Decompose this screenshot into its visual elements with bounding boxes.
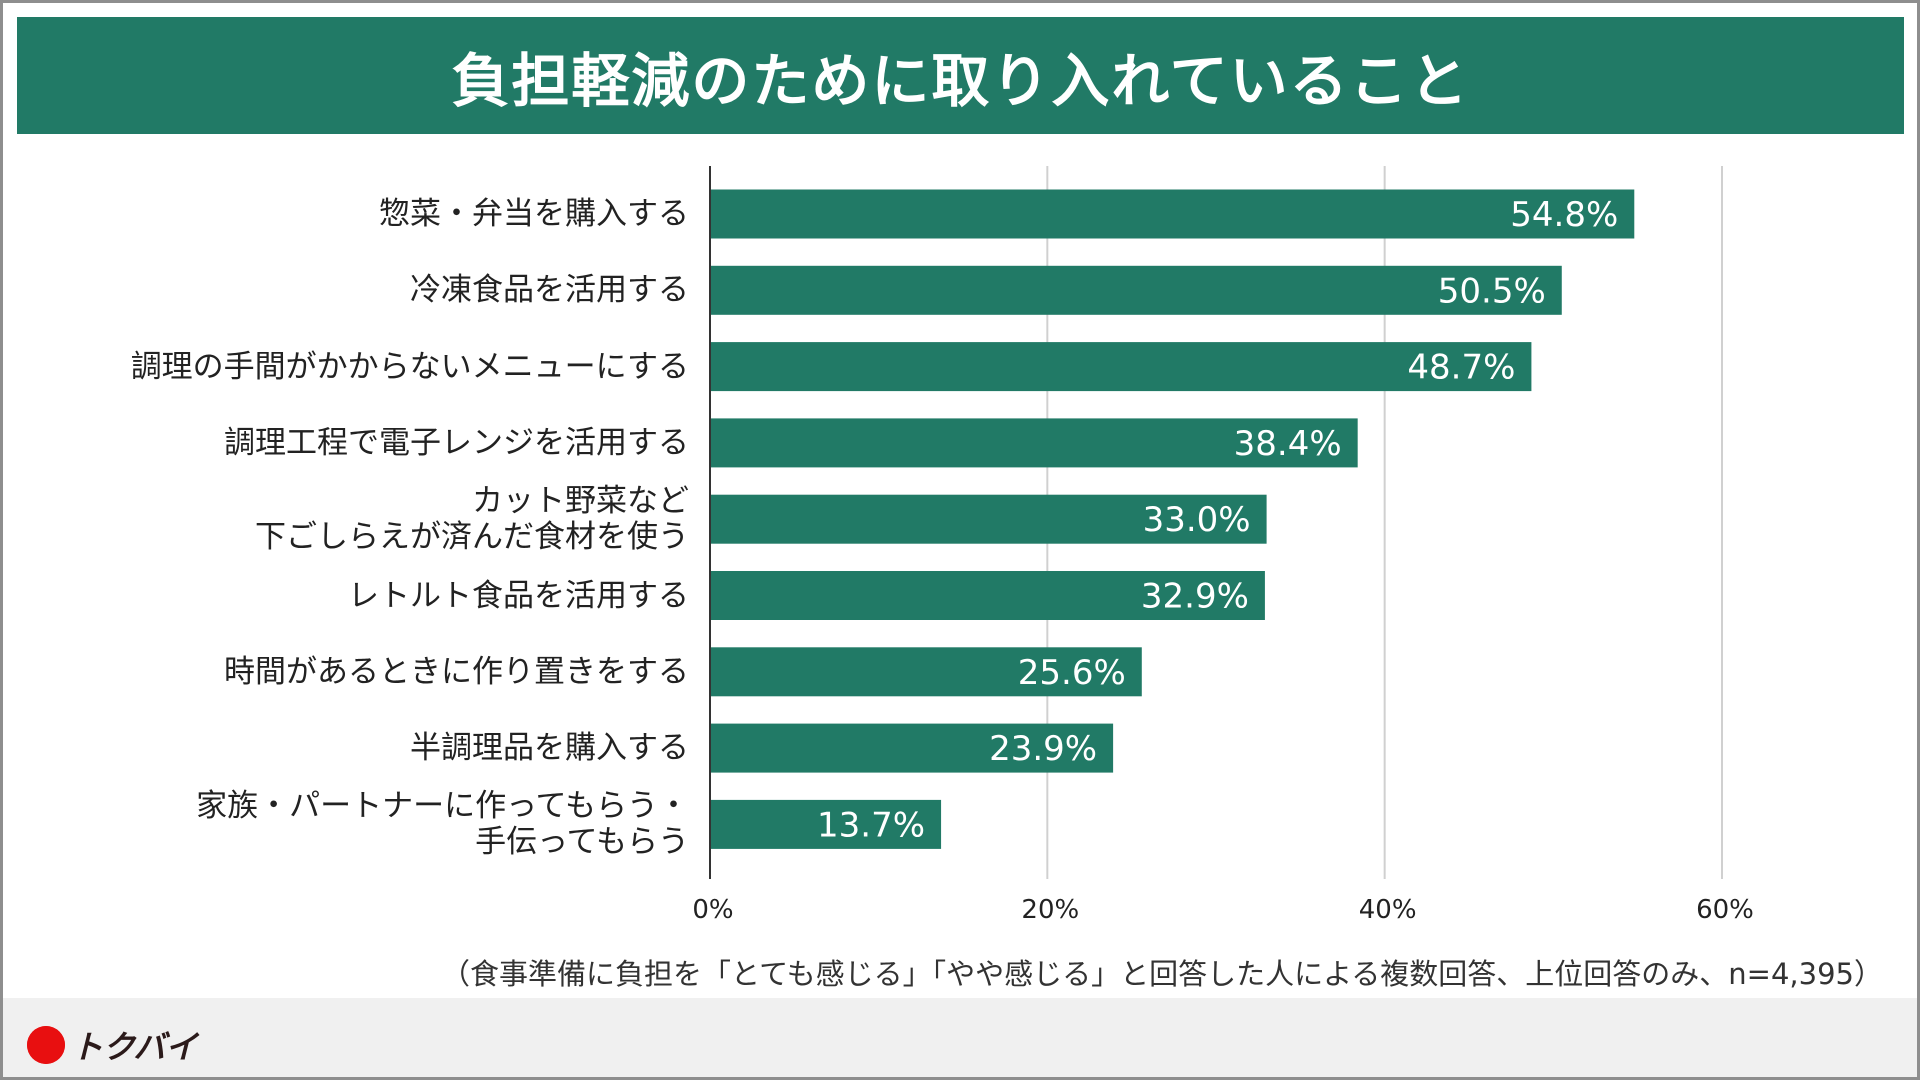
slide: 負担軽減のために取り入れていること 54.8% 50.5% 48.7% 38.4% 33… [3, 3, 1917, 1077]
bar-value-label: 50.5% [1438, 271, 1546, 311]
bar-value-label: 48.7% [1407, 348, 1515, 388]
category-label: 調理の手間がかからないメニューにする [130, 348, 689, 385]
category-label: カット野菜など 下ごしらえが済んだ食材を使う [255, 483, 689, 556]
x-tick-label: 20% [1021, 895, 1080, 925]
bar [710, 418, 1358, 468]
bar-value-label: 32.9% [1141, 577, 1249, 617]
brand-logo: トクバイ [27, 1022, 197, 1068]
bar [710, 571, 1265, 620]
x-tick-label: 0% [692, 895, 734, 925]
bar [710, 189, 1635, 239]
logo-text: トクバイ [71, 1028, 198, 1066]
bar [710, 494, 1267, 544]
bar-value-label: 23.9% [989, 729, 1097, 769]
x-tick-label: 40% [1358, 895, 1417, 925]
bar-value-label: 13.7% [817, 805, 925, 845]
bar-value-label: 25.6% [1018, 653, 1126, 693]
bar [710, 342, 1532, 392]
bar-value-label: 54.8% [1510, 195, 1618, 235]
bar [710, 647, 1142, 697]
bar [710, 723, 1114, 773]
category-label: 冷凍食品を活用する [410, 272, 689, 309]
category-label: 調理工程で電子レンジを活用する [224, 424, 689, 461]
logo-sun-icon [27, 1026, 65, 1064]
category-label: 時間があるときに作り置きをする [224, 653, 689, 690]
bar [710, 799, 942, 849]
footnote: （食事準備に負担を「とても感じる」「やや感じる」と回答した人による複数回答、上位… [440, 957, 1883, 991]
category-label: 半調理品を購入する [410, 730, 689, 767]
x-tick-label: 60% [1696, 895, 1754, 925]
chart-title: 負担軽減のために取り入れていること [17, 17, 1904, 134]
bar-chart: 54.8% 50.5% 48.7% 38.4% 33.0% 32.9% 25.6% 23.9%… [709, 166, 1723, 879]
bar-value-label: 33.0% [1143, 500, 1251, 540]
category-label: 家族・パートナーに作ってもらう・ 手伝ってもらう [196, 788, 689, 861]
category-label: 惣菜・弁当を購入する [379, 196, 689, 232]
category-label: レトルト食品を活用する [348, 577, 689, 614]
bar-value-label: 38.4% [1234, 424, 1342, 464]
bar [710, 265, 1562, 315]
footer: トクバイ [3, 998, 1917, 1077]
